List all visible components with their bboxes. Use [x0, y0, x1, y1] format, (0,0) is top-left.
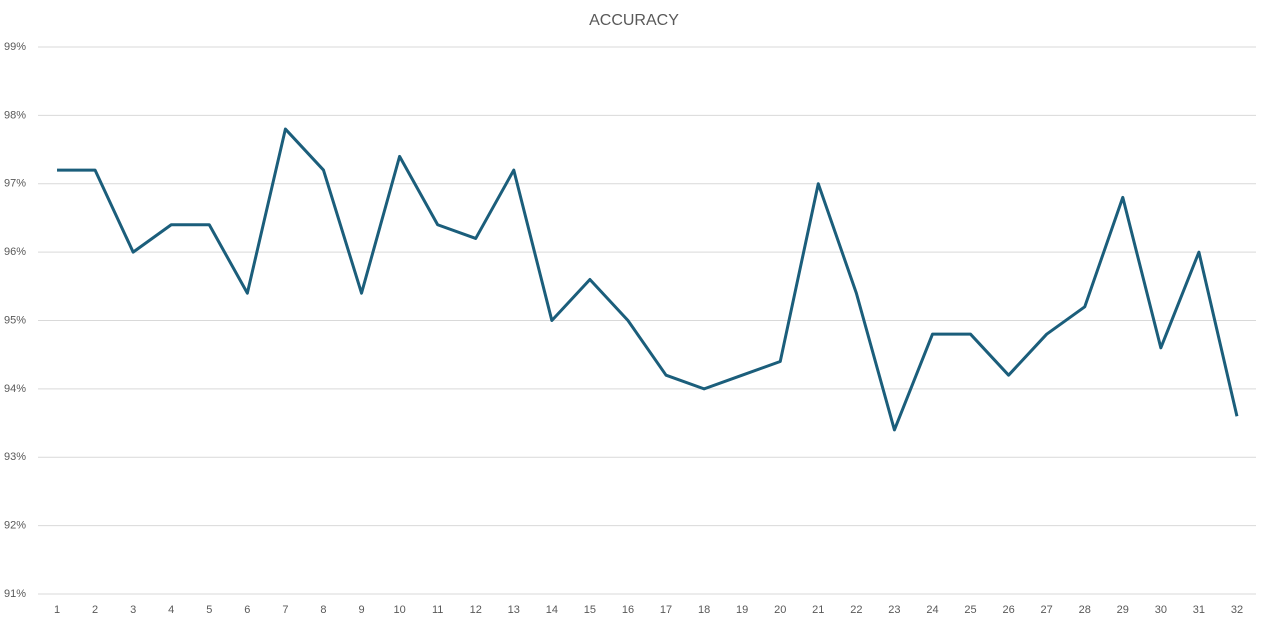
x-tick-label: 6: [244, 604, 250, 616]
x-tick-label: 18: [698, 604, 710, 616]
x-tick-label: 15: [584, 604, 596, 616]
x-tick-label: 10: [393, 604, 405, 616]
x-tick-label: 24: [926, 604, 938, 616]
x-tick-label: 27: [1041, 604, 1053, 616]
x-tick-label: 4: [168, 604, 174, 616]
x-tick-label: 22: [850, 604, 862, 616]
x-tick-label: 14: [546, 604, 558, 616]
y-tick-label: 91%: [4, 588, 26, 600]
x-tick-label: 16: [622, 604, 634, 616]
y-tick-label: 96%: [4, 246, 26, 258]
chart-title: ACCURACY: [589, 12, 679, 29]
x-tick-label: 21: [812, 604, 824, 616]
y-tick-label: 92%: [4, 520, 26, 532]
x-tick-label: 2: [92, 604, 98, 616]
x-tick-label: 11: [432, 604, 443, 616]
y-tick-label: 93%: [4, 451, 26, 463]
x-tick-label: 28: [1079, 604, 1091, 616]
x-tick-label: 3: [130, 604, 136, 616]
x-tick-label: 23: [888, 604, 900, 616]
x-tick-label: 19: [736, 604, 748, 616]
x-tick-label: 30: [1155, 604, 1167, 616]
x-tick-label: 9: [358, 604, 364, 616]
x-tick-label: 31: [1193, 604, 1205, 616]
x-tick-label: 32: [1231, 604, 1243, 616]
x-tick-label: 5: [206, 604, 212, 616]
x-tick-label: 1: [54, 604, 60, 616]
y-tick-label: 95%: [4, 314, 26, 326]
x-tick-label: 20: [774, 604, 786, 616]
x-tick-label: 26: [1002, 604, 1014, 616]
x-tick-label: 8: [320, 604, 326, 616]
y-tick-label: 97%: [4, 178, 26, 190]
y-tick-label: 99%: [4, 41, 26, 53]
y-tick-label: 94%: [4, 383, 26, 395]
x-tick-label: 7: [282, 604, 288, 616]
data-line: [57, 127, 1239, 432]
x-tick-label: 12: [470, 604, 482, 616]
y-tick-label: 98%: [4, 109, 26, 121]
x-tick-label: 25: [964, 604, 976, 616]
x-tick-label: 13: [508, 604, 520, 616]
x-tick-label: 29: [1117, 604, 1129, 616]
x-tick-label: 17: [660, 604, 672, 616]
